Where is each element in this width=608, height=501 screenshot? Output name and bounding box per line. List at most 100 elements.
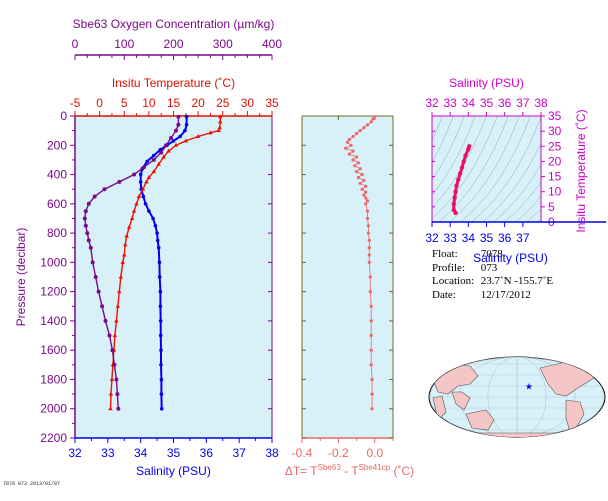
float-row: Float: 7078 [432, 248, 553, 262]
temperature-point [108, 406, 113, 411]
temperature-point [144, 179, 149, 184]
density-contour [535, 96, 608, 232]
ts-plot-area [432, 116, 541, 222]
temperature-point [122, 252, 127, 257]
delta-label-text: ΔT= T [285, 464, 318, 478]
temperature-point [216, 128, 222, 133]
salinity-point [171, 139, 176, 143]
oxygen-tick-label: 300 [213, 37, 233, 51]
ts-y-tick-label: 25 [548, 139, 562, 153]
pressure-tick-label: 1600 [40, 343, 67, 357]
oxygen-point [174, 128, 178, 133]
delta-point [360, 187, 364, 191]
salinity-point [159, 363, 163, 367]
ts-bottom-tick-label: 33 [443, 231, 457, 245]
salinity-point [138, 180, 143, 184]
salinity-point [157, 260, 162, 265]
pressure-tick-label: 1200 [40, 285, 67, 299]
density-contour [590, 96, 608, 232]
oxygen-point [100, 304, 105, 309]
ts-y-tick-label: 5 [548, 200, 555, 214]
delta-point [345, 140, 350, 144]
ts-point [463, 153, 468, 158]
salinity-point [143, 202, 148, 206]
salinity-point [159, 348, 163, 353]
oxygen-point [88, 245, 93, 250]
density-contour [432, 116, 498, 219]
delta-point [366, 224, 370, 228]
map-graticule [429, 357, 605, 437]
ts-y-tick-label: 30 [548, 124, 562, 138]
oxygen-point [132, 172, 137, 177]
delta-point [366, 231, 370, 235]
delta-point [365, 209, 370, 213]
salinity-point [158, 147, 163, 152]
delta-point [369, 120, 373, 124]
map-land-australia [465, 409, 495, 431]
pressure-tick-label: 2200 [40, 431, 67, 445]
float-location-marker: ★ [525, 381, 533, 391]
temperature-axis-label: Insitu Temperature (˚C) [112, 76, 235, 90]
salinity-point [141, 194, 146, 199]
ts-top-tick-label: 34 [462, 96, 476, 110]
pressure-tick-label: 1000 [40, 255, 67, 269]
delta-t-panel: -0.4 -0.2 0.0 ΔT= TSbe63 - TSbe41cp (˚C) [285, 115, 414, 478]
oxygen-point [83, 209, 88, 214]
delta-point [364, 184, 368, 188]
ts-y-tick-label: 15 [548, 170, 562, 184]
salinity-point [158, 289, 163, 294]
ts-top-tick-label: 36 [498, 96, 512, 110]
temperature-tick-label: 25 [216, 96, 230, 110]
temperature-point [151, 169, 156, 174]
ts-point [452, 195, 457, 200]
delta-plot-area [302, 116, 393, 438]
temperature-tick-label: 10 [142, 96, 156, 110]
salinity-tick-label: 34 [134, 446, 148, 460]
pressure-tick-label: 200 [47, 138, 67, 152]
temperature-point [183, 138, 189, 143]
salinity-point [178, 134, 182, 139]
profile-plot-area [75, 116, 272, 438]
delta-point [370, 392, 374, 396]
oxygen-point [112, 362, 117, 367]
delta-point [355, 132, 359, 136]
delta-point [365, 123, 370, 127]
ts-top-tick-label: 33 [443, 96, 457, 110]
oxygen-point [176, 114, 181, 119]
delta-point [369, 333, 373, 338]
temperature-point [217, 125, 222, 130]
temperature-point [114, 318, 119, 323]
temperature-point [208, 130, 213, 135]
delta-x-tick-label: 0.0 [366, 446, 383, 460]
ts-point [451, 201, 456, 206]
profile-panel: 0200400600800100012001400160018002000220… [14, 17, 282, 478]
delta-point [344, 146, 348, 150]
profile-value: 073 [480, 261, 498, 274]
salinity-point [158, 319, 163, 323]
ts-top-tick-label: 35 [480, 96, 494, 110]
salinity-point [157, 275, 162, 279]
location-value: 23.7˚N -155.7˚E [480, 275, 554, 287]
oxygen-point [115, 392, 120, 397]
oxygen-point [164, 143, 169, 148]
salinity-tick-label: 38 [265, 446, 279, 460]
map-land-se-asia [451, 391, 471, 411]
oxygen-point [110, 348, 115, 353]
oxygen-point [107, 333, 112, 338]
delta-point [367, 238, 371, 242]
salinity-tick-label: 32 [68, 446, 82, 460]
location-map: ★ [428, 356, 606, 438]
delta-point [360, 172, 364, 177]
oxygen-point [86, 238, 91, 243]
oxygen-point [116, 406, 121, 411]
delta-point [364, 196, 368, 200]
salinity-point [145, 159, 149, 164]
salinity-point [158, 304, 163, 309]
temperature-point [118, 274, 124, 279]
ts-bottom-tick-label: 34 [462, 231, 476, 245]
delta-label-superscript: Sbe41cp [359, 463, 391, 472]
salinity-point [183, 128, 187, 133]
temperature-point [131, 208, 137, 213]
ts-point [454, 183, 459, 188]
